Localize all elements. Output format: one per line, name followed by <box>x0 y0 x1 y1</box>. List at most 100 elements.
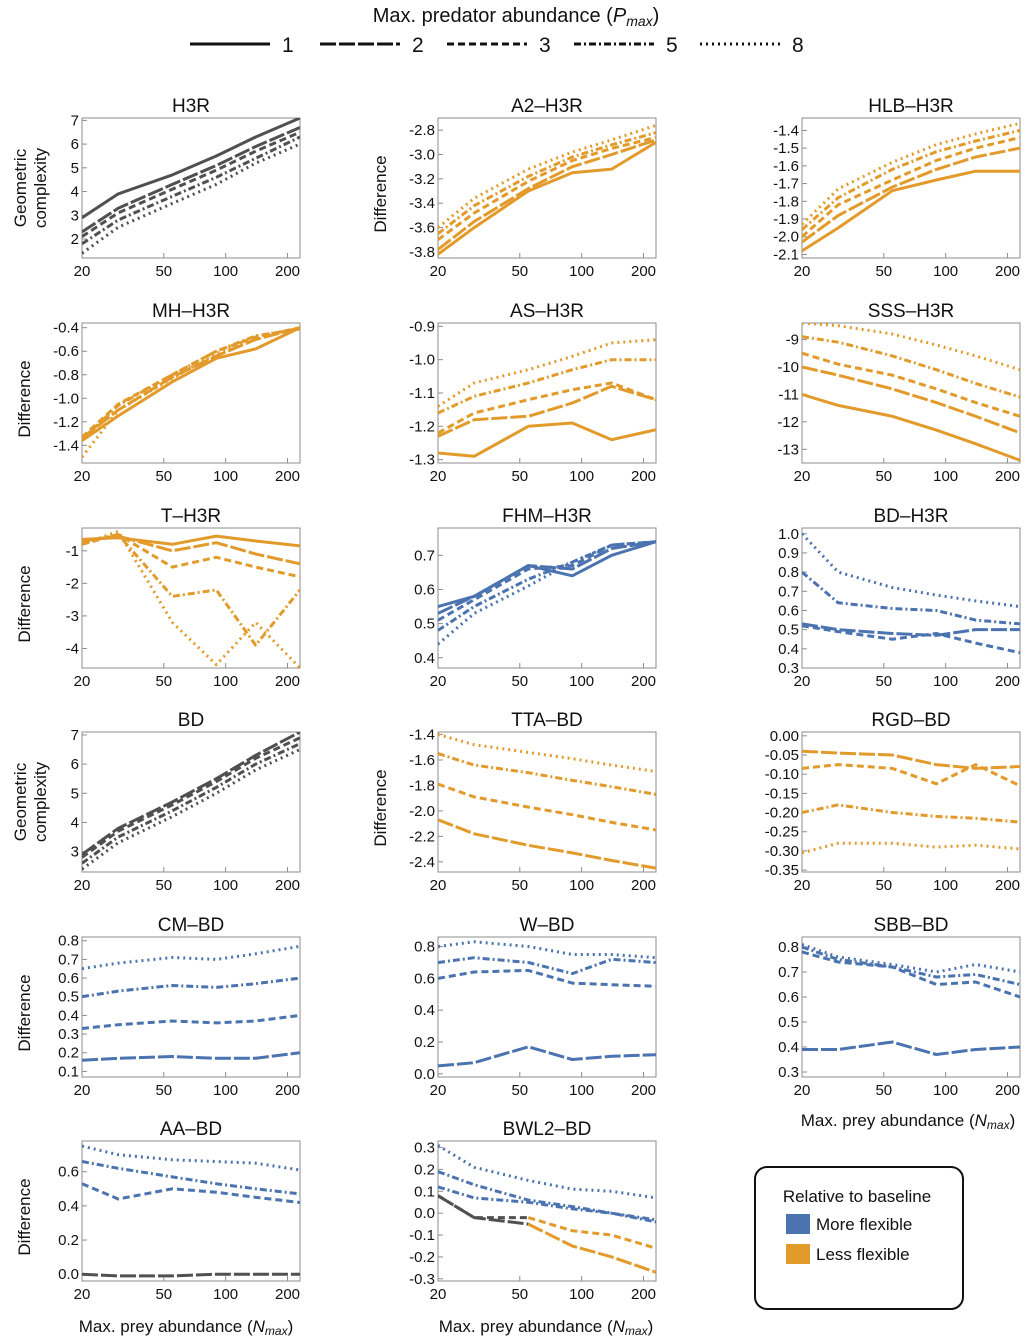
y-tick-label: -2.8 <box>409 122 435 139</box>
x-axis-caption-col1: Max. prey abundance (Nmax) <box>79 1317 294 1338</box>
y-axis-label: Difference <box>15 565 34 642</box>
panel-frame <box>801 731 1021 873</box>
y-tick-label: -1.6 <box>409 752 435 769</box>
panel-w-bd: W–BD 0.0 0.2 0.4 0.6 0.8 20 50 100 200 <box>414 915 657 1099</box>
series-line-pmax-3 <box>527 1216 656 1250</box>
y-tick-label: -2 <box>66 575 79 592</box>
panel-frame <box>437 731 657 873</box>
y-tick-label: 0.4 <box>58 1198 79 1215</box>
series-line-pmax-1 <box>438 421 656 458</box>
x-tick-label: 20 <box>74 263 91 280</box>
y-tick-label: 0.6 <box>58 1164 79 1181</box>
panel-title: HLB–H3R <box>868 96 954 117</box>
less-flexible-swatch <box>786 1244 810 1264</box>
y-axis-label: Difference <box>371 155 390 232</box>
series-line-pmax-8 <box>438 338 656 408</box>
y-tick-label: -0.30 <box>765 843 799 860</box>
series-line-pmax-5 <box>802 945 1020 986</box>
y-tick-label: 0.9 <box>778 545 799 562</box>
series-line-pmax-5 <box>802 570 1020 626</box>
y-tick-label: 0.0 <box>414 1205 435 1222</box>
y-tick-label: -2.0 <box>409 803 435 820</box>
x-tick-label: 200 <box>631 673 656 690</box>
y-tick-label: 7 <box>71 112 79 129</box>
y-tick-label: 0.7 <box>58 951 79 968</box>
y-tick-label: -9 <box>786 331 799 348</box>
x-tick-label: 50 <box>511 263 528 280</box>
panel-grid: H3R 2 3 4 5 6 7 20 50 100 200 Geometriccomplexity A2… <box>11 96 1021 1303</box>
x-tick-label: 20 <box>794 1082 811 1099</box>
x-tick-label: 200 <box>631 877 656 894</box>
y-tick-label: 3 <box>71 207 79 224</box>
series-line-pmax-2 <box>82 1272 300 1278</box>
panel-frame <box>801 322 1021 464</box>
x-tick-label: 50 <box>155 1286 172 1303</box>
y-tick-label: -0.6 <box>53 343 79 360</box>
panel-t-h3r: T–H3R -4 -3 -2 -1 20 50 100 200 Difference <box>15 506 301 690</box>
y-tick-label: -1 <box>66 543 79 560</box>
series-line-pmax-3 <box>802 351 1020 418</box>
x-tick-label: 20 <box>430 877 447 894</box>
panel-frame <box>437 936 657 1078</box>
y-tick-label: -3.0 <box>409 147 435 164</box>
x-tick-label: 50 <box>875 263 892 280</box>
series-line-pmax-8 <box>438 123 656 229</box>
x-tick-label: 100 <box>213 1286 238 1303</box>
panel-title: AS–H3R <box>510 301 584 322</box>
y-axis-label: Geometriccomplexity <box>11 147 50 228</box>
x-tick-label: 200 <box>995 1082 1020 1099</box>
y-tick-label: -13 <box>777 441 799 458</box>
panel-title: A2–H3R <box>511 96 583 117</box>
y-tick-label: -1.0 <box>409 352 435 369</box>
x-tick-label: 20 <box>430 468 447 485</box>
panel-a2-h3r: A2–H3R -3.8 -3.6 -3.4 -3.2 -3.0 -2.8 20 50 100 200… <box>371 96 657 280</box>
y-axis-label: Geometriccomplexity <box>11 761 50 842</box>
y-tick-label: -0.15 <box>765 785 799 802</box>
series-line-pmax-5 <box>802 335 1020 399</box>
x-tick-label: 50 <box>875 1082 892 1099</box>
series-line-pmax-2 <box>802 749 1020 770</box>
series-line-pmax-8 <box>82 327 300 459</box>
y-tick-label: 1.0 <box>778 526 799 543</box>
x-tick-label: 200 <box>995 263 1020 280</box>
panel-title: FHM–H3R <box>502 506 592 527</box>
x-axis-caption-col3: Max. prey abundance (Nmax) <box>801 1111 1016 1132</box>
y-tick-label: 5 <box>71 785 79 802</box>
y-axis-label: Difference <box>15 360 34 437</box>
series-line-pmax-2 <box>438 1045 656 1068</box>
panel-as-h3r: AS–H3R -1.3 -1.2 -1.1 -1.0 -0.9 20 50 100 200 <box>409 301 657 485</box>
series-line-pmax-3 <box>802 136 1020 238</box>
y-tick-label: 0.6 <box>414 970 435 987</box>
panel-title: AA–BD <box>160 1119 222 1140</box>
series-line-pmax-3 <box>438 136 656 241</box>
series-line-pmax-2 <box>527 1222 656 1274</box>
less-flexible-label: Less flexible <box>816 1245 910 1264</box>
x-tick-label: 50 <box>155 468 172 485</box>
series-line-pmax-3 <box>82 1013 300 1030</box>
panel-hlb-h3r: HLB–H3R -2.1-2.0-1.9-1.8-1.7-1.6-1.5-1.4 2… <box>773 96 1021 280</box>
x-tick-label: 50 <box>511 468 528 485</box>
y-tick-label: 2 <box>71 231 79 248</box>
y-tick-label: -1.4 <box>409 727 435 744</box>
y-tick-label: 0.4 <box>778 1039 799 1056</box>
panel-frame <box>801 936 1021 1078</box>
panel-frame <box>81 731 301 873</box>
x-tick-label: 20 <box>794 468 811 485</box>
y-tick-label: 0.3 <box>778 1064 799 1081</box>
y-tick-label: -0.20 <box>765 805 799 822</box>
y-axis-label: Difference <box>15 1178 34 1255</box>
y-tick-label: 0.4 <box>778 641 799 658</box>
y-tick-label: -1.1 <box>409 385 435 402</box>
y-tick-label: -11 <box>778 386 799 403</box>
series-line-pmax-3 <box>438 540 656 622</box>
y-tick-label: 0.4 <box>414 650 435 667</box>
x-tick-label: 200 <box>275 263 300 280</box>
series-line-pmax-5 <box>438 540 656 632</box>
x-tick-label: 50 <box>875 877 892 894</box>
y-tick-label: 0.3 <box>778 660 799 677</box>
series-line-pmax-8 <box>82 944 300 971</box>
series-line-pmax-1 <box>438 141 656 256</box>
series-line-pmax-2 <box>802 622 1020 637</box>
pmax-legend-label-5: 5 <box>666 34 678 57</box>
x-tick-label: 100 <box>569 468 594 485</box>
